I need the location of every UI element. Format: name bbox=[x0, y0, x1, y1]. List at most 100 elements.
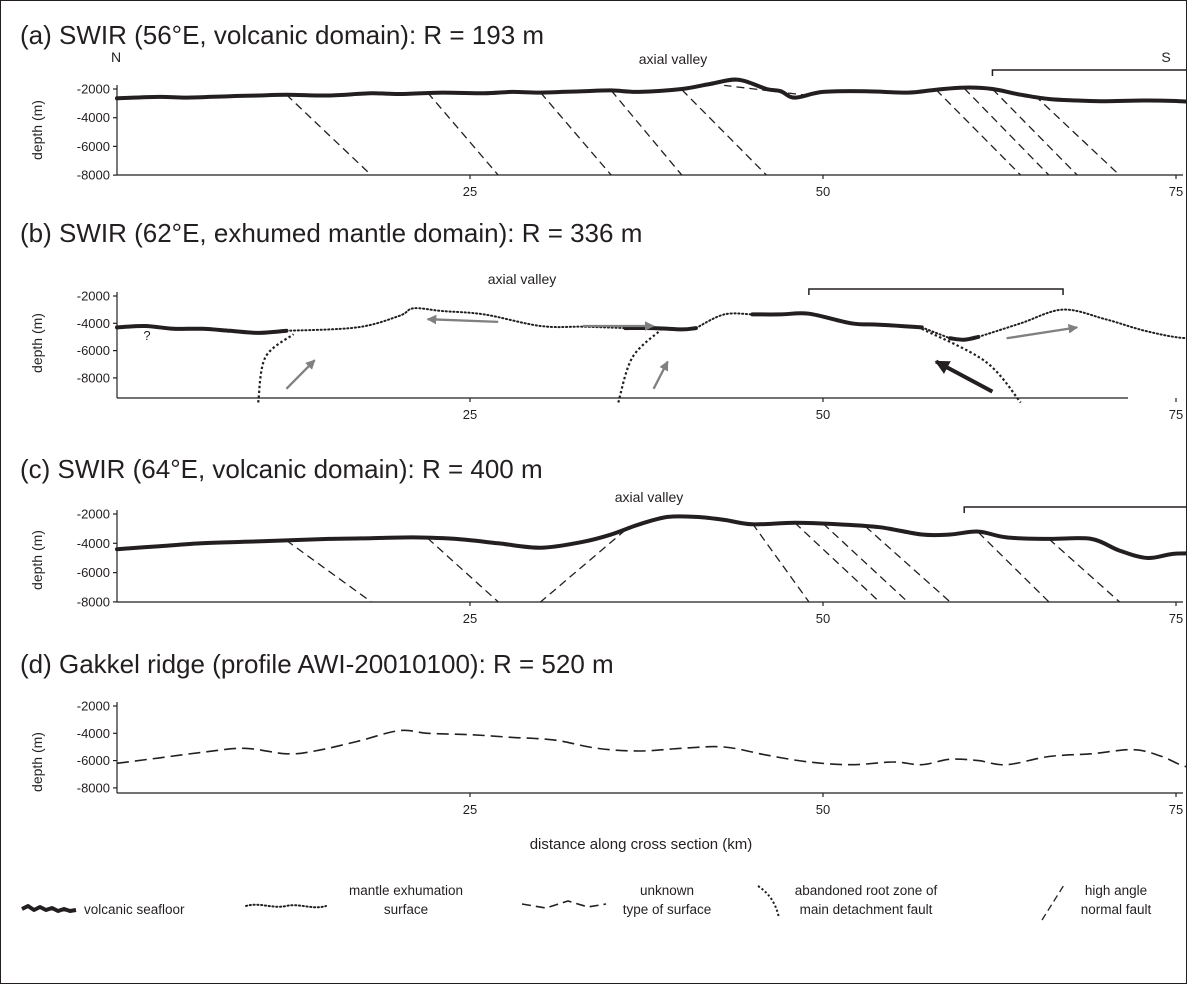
volcanic-seafloor-segment bbox=[115, 323, 289, 335]
normal-fault-line bbox=[864, 526, 951, 603]
panel-a-x-tick-label: 25 bbox=[463, 184, 477, 199]
panel-d-title: (d) Gakkel ridge (profile AWI-20010100):… bbox=[20, 649, 614, 679]
legend-unknown-label-2: type of surface bbox=[623, 902, 712, 917]
panel-b-axial-valley-label: axial valley bbox=[488, 271, 556, 287]
panel-d-y-tick-label: -4000 bbox=[77, 726, 110, 741]
legend-item-root-zone: abandoned root zone of main detachment f… bbox=[757, 883, 938, 919]
normal-fault-line bbox=[751, 523, 810, 603]
panel-c-x-tick-label: 25 bbox=[463, 611, 477, 626]
legend-root-label-2: main detachment fault bbox=[800, 902, 933, 917]
panel-c-y-tick-label: -6000 bbox=[77, 565, 110, 580]
legend-volcanic-label: volcanic seafloor bbox=[84, 902, 185, 917]
volcanic-seafloor-profile bbox=[115, 514, 1187, 561]
panel-c-axial-valley-label: axial valley bbox=[615, 489, 683, 505]
normal-fault-line bbox=[822, 523, 909, 603]
normal-fault-line bbox=[427, 92, 499, 176]
panel-b-x-tick-label: 25 bbox=[463, 407, 477, 422]
volcanic-seafloor-segment bbox=[750, 311, 924, 330]
normal-fault-line bbox=[1034, 95, 1120, 176]
normal-fault-line bbox=[977, 531, 1050, 603]
panel-c-y-tick-label: -8000 bbox=[77, 594, 110, 609]
root-zone-fault bbox=[921, 327, 1022, 404]
panel-c-title: (c) SWIR (64°E, volcanic domain): R = 40… bbox=[20, 454, 543, 484]
panel-d-axes: -2000-4000-6000-8000255075100125 bbox=[77, 699, 1183, 818]
panel-b-x-tick-label: 75 bbox=[1169, 407, 1183, 422]
mantle-exhumation-surface bbox=[694, 312, 754, 330]
normal-fault-line bbox=[540, 529, 626, 603]
panel-b-arrows bbox=[285, 314, 1079, 394]
legend-mantle-label-2: surface bbox=[384, 902, 428, 917]
panel-a-south-label: S bbox=[1161, 49, 1170, 65]
panel-a-axial-valley-label: axial valley bbox=[639, 51, 707, 67]
panel-b-y-tick-label: -6000 bbox=[77, 343, 110, 358]
panel-b-volcanic-seafloor bbox=[115, 311, 981, 342]
main-detachment-arrow bbox=[934, 359, 994, 394]
panel-c-axial-valley-bar bbox=[963, 506, 1187, 513]
legend-unknown-label-1: unknown bbox=[640, 883, 694, 898]
legend-root-swatch bbox=[757, 885, 780, 919]
panel-a-y-tick-label: -2000 bbox=[77, 82, 110, 97]
panel-a-x-tick-label: 75 bbox=[1169, 184, 1183, 199]
panel-a-axial-valley-bracket bbox=[991, 69, 1187, 76]
panel-a-north-label: N bbox=[111, 49, 121, 65]
panel-b-axes: -2000-4000-6000-8000255075100125 bbox=[77, 289, 1183, 423]
panel-c: (c) SWIR (64°E, volcanic domain): R = 40… bbox=[20, 454, 1187, 626]
panel-d-x-tick-label: 25 bbox=[463, 802, 477, 817]
normal-fault-line bbox=[427, 537, 499, 603]
legend-item-volcanic-seafloor: volcanic seafloor bbox=[21, 902, 185, 917]
mantle-exhumation-surface bbox=[285, 307, 627, 332]
panel-d-x-tick-label: 50 bbox=[816, 802, 830, 817]
volcanic-seafloor-segment bbox=[948, 334, 981, 342]
normal-fault-line bbox=[935, 89, 1022, 176]
panel-a-seafloor bbox=[115, 77, 1187, 104]
legend: volcanic seafloor mantle exhumation surf… bbox=[21, 883, 1152, 921]
slip-direction-arrow bbox=[285, 359, 316, 390]
legend-fault-label-1: high angle bbox=[1085, 883, 1147, 898]
root-zone-fault bbox=[257, 333, 295, 403]
panel-a: (a) SWIR (56°E, volcanic domain): R = 19… bbox=[20, 20, 1187, 199]
panel-c-y-tick-label: -4000 bbox=[77, 536, 110, 551]
panel-b-y-tick-label: -4000 bbox=[77, 316, 110, 331]
normal-fault-line bbox=[540, 92, 612, 176]
volcanic-seafloor-profile bbox=[115, 77, 1187, 104]
root-zone-fault bbox=[617, 329, 662, 403]
panel-b: (b) SWIR (62°E, exhumed mantle domain): … bbox=[20, 218, 1187, 422]
legend-root-label-1: abandoned root zone of bbox=[795, 883, 938, 898]
panel-b-y-tick-label: -2000 bbox=[77, 289, 110, 304]
panel-d-unknown-surface bbox=[116, 729, 1187, 768]
normal-fault-line bbox=[610, 89, 683, 176]
panel-a-x-tick-label: 50 bbox=[816, 184, 830, 199]
panel-a-title: (a) SWIR (56°E, volcanic domain): R = 19… bbox=[20, 20, 544, 50]
panel-c-faults bbox=[286, 522, 1120, 603]
panel-d-x-tick-label: 75 bbox=[1169, 802, 1183, 817]
legend-fault-swatch bbox=[1041, 884, 1065, 921]
panel-a-axial-valley-bar bbox=[991, 69, 1187, 76]
panel-d-y-tick-label: -2000 bbox=[77, 699, 110, 714]
panel-b-axial-valley-bar bbox=[808, 288, 1064, 295]
legend-item-mantle-surface: mantle exhumation surface bbox=[245, 883, 463, 917]
slip-direction-arrow bbox=[1006, 323, 1079, 340]
panel-a-y-axis-label: depth (m) bbox=[29, 100, 45, 160]
mantle-exhumation-surface bbox=[977, 308, 1187, 340]
panel-d-y-tick-label: -8000 bbox=[77, 780, 110, 795]
normal-fault-line bbox=[794, 522, 880, 603]
panel-b-question-mark: ? bbox=[143, 328, 150, 343]
panel-b-y-axis-label: depth (m) bbox=[29, 313, 45, 373]
panel-b-y-tick-label: -8000 bbox=[77, 370, 110, 385]
panel-c-seafloor bbox=[115, 514, 1187, 561]
panel-c-y-tick-label: -2000 bbox=[77, 507, 110, 522]
normal-fault-line bbox=[285, 94, 372, 176]
panel-c-y-axis-label: depth (m) bbox=[29, 530, 45, 590]
slip-direction-arrow bbox=[652, 360, 669, 390]
normal-fault-line bbox=[1048, 538, 1120, 603]
legend-mantle-label-1: mantle exhumation bbox=[349, 883, 463, 898]
legend-unknown-swatch bbox=[521, 900, 607, 909]
panel-c-x-tick-label: 50 bbox=[816, 611, 830, 626]
panel-c-axial-valley-bracket bbox=[963, 506, 1187, 513]
panel-d-y-tick-label: -6000 bbox=[77, 753, 110, 768]
panel-d: (d) Gakkel ridge (profile AWI-20010100):… bbox=[20, 649, 1187, 853]
legend-volcanic-swatch bbox=[21, 904, 77, 913]
panel-a-y-tick-label: -6000 bbox=[77, 139, 110, 154]
